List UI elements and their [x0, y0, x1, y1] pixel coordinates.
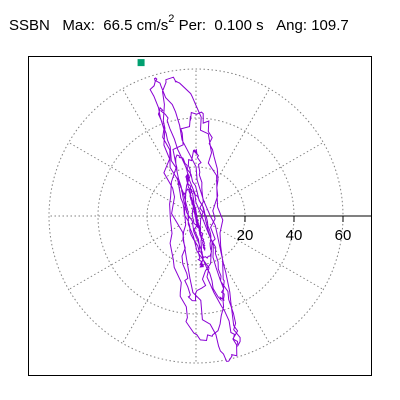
- chart-header: SSBN Max: 66.5 cm/s2 Per: 0.100 s Ang: 1…: [9, 13, 349, 34]
- max-unit-exponent: 2: [168, 13, 175, 25]
- motion-trace: [149, 76, 241, 362]
- radial-tick-label-20: 20: [237, 227, 254, 244]
- max-marker-layer: [137, 59, 145, 67]
- trace-path: [149, 76, 241, 362]
- max-marker: [137, 59, 145, 67]
- grid-spoke-300: [195, 215, 270, 344]
- radial-tick-labels: 20 40 60: [237, 227, 352, 244]
- period-label: Per:: [178, 17, 207, 34]
- radial-axis: [196, 215, 371, 222]
- grid-spoke-330: [195, 215, 324, 290]
- max-label: Max:: [62, 17, 95, 34]
- grid-spoke-150: [68, 142, 197, 217]
- station-name: SSBN: [9, 17, 50, 34]
- period-value: 0.100 s: [214, 17, 264, 34]
- grid-spoke-60: [195, 88, 270, 217]
- radial-tick-label-60: 60: [335, 227, 352, 244]
- grid-spoke-210: [68, 215, 197, 290]
- angle-label: Ang:: [276, 17, 308, 34]
- plot-frame: [28, 56, 372, 376]
- angle-value: 109.7: [311, 17, 349, 34]
- grid-spoke-240: [122, 215, 197, 344]
- max-value: 66.5 cm/s: [103, 17, 169, 34]
- radial-tick-label-40: 40: [286, 227, 303, 244]
